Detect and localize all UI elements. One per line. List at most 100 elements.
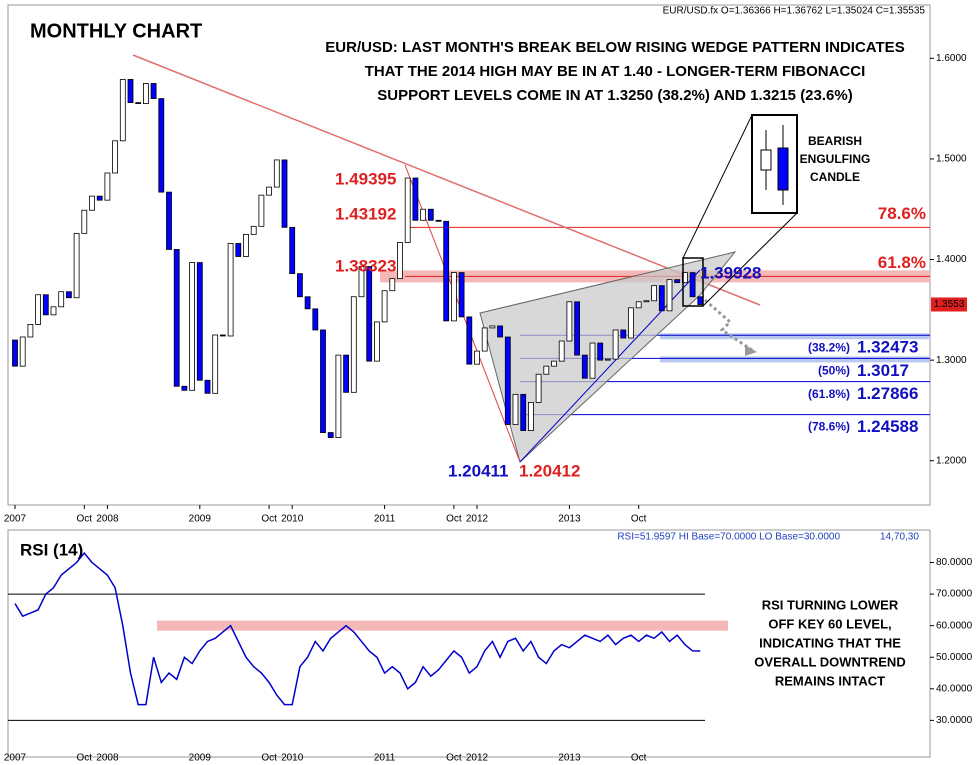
x-tick-label: 2012 xyxy=(466,753,489,764)
fib-pct: (50%) xyxy=(818,364,850,378)
candle xyxy=(697,296,704,305)
candle xyxy=(435,219,442,222)
candle xyxy=(412,177,419,221)
candle xyxy=(19,336,26,367)
callout-text: BEARISH xyxy=(808,134,862,148)
callout-candle xyxy=(760,149,772,171)
zoom-box xyxy=(682,257,704,307)
rsi-header: RSI=51.9597 HI Base=70.0000 LO Base=30.0… xyxy=(617,532,840,543)
candle xyxy=(181,385,188,391)
candle xyxy=(219,334,226,337)
level-label: 1.38323 xyxy=(335,256,396,275)
candle xyxy=(96,195,103,201)
candle xyxy=(343,354,350,393)
candle xyxy=(258,194,265,227)
x-tick-label: Oct xyxy=(77,514,93,525)
candle xyxy=(35,294,41,325)
downtrend-line xyxy=(132,54,761,306)
x-tick-label: 2011 xyxy=(374,514,396,525)
rsi-note: REMAINS INTACT xyxy=(775,673,885,688)
rsi-note: INDICATING THAT THE xyxy=(759,635,901,650)
candle xyxy=(497,325,504,338)
candle xyxy=(404,177,411,243)
x-tick-label: Oct xyxy=(446,753,462,764)
retracement-label: 61.8% xyxy=(878,253,926,272)
candle xyxy=(158,98,165,193)
x-tick-label: 2009 xyxy=(189,514,212,525)
candle xyxy=(304,296,311,310)
candle xyxy=(235,243,242,257)
candle xyxy=(296,273,303,298)
candle xyxy=(450,272,457,322)
x-tick-label: Oct xyxy=(77,753,93,764)
candle xyxy=(658,285,665,312)
candle xyxy=(466,316,473,365)
candle xyxy=(135,102,142,104)
candle xyxy=(443,220,450,322)
candle xyxy=(551,360,557,367)
subtitle: EUR/USD: LAST MONTH'S BREAK BELOW RISING… xyxy=(325,39,904,56)
x-tick-label: 2009 xyxy=(189,753,212,764)
rsi-note: RSI TURNING LOWER xyxy=(762,597,899,612)
y-tick-label: 70.0000 xyxy=(936,589,973,600)
candle xyxy=(674,279,681,284)
zoom-line xyxy=(702,212,798,307)
swing-low-label: 1.20411 xyxy=(448,461,509,480)
candle xyxy=(566,301,573,342)
candle xyxy=(350,296,357,393)
candle xyxy=(250,225,257,235)
candle xyxy=(81,209,88,234)
x-tick-label: 2012 xyxy=(466,514,489,525)
fib-price: 1.24588 xyxy=(857,417,918,436)
candle xyxy=(266,186,273,196)
candle xyxy=(574,301,580,356)
candle xyxy=(666,279,673,312)
rsi-params: 14,70,30 xyxy=(880,532,919,543)
rsi-note: OFF KEY 60 LEVEL, xyxy=(768,616,891,631)
projection-arrow xyxy=(704,298,753,352)
x-tick-label: 2010 xyxy=(281,514,304,525)
candle xyxy=(481,327,488,352)
y-tick-label: 80.0000 xyxy=(936,557,973,568)
candle xyxy=(620,329,627,339)
chart-title: MONTHLY CHART xyxy=(30,20,202,42)
price-panel xyxy=(7,4,931,506)
x-tick-label: 2007 xyxy=(4,753,27,764)
fib-price: 1.3017 xyxy=(857,361,909,380)
level-label: 1.49395 xyxy=(335,169,396,188)
candle xyxy=(150,83,157,99)
y-tick-label: 30.0000 xyxy=(936,715,973,726)
x-tick-label: 2008 xyxy=(96,753,119,764)
candle xyxy=(543,365,550,375)
candle xyxy=(605,358,611,361)
rsi-line xyxy=(14,551,701,706)
candle xyxy=(420,208,427,221)
candle xyxy=(373,321,380,362)
y-tick-label: 1.2000 xyxy=(936,455,967,466)
last-price-tag xyxy=(931,297,967,312)
rsi-title: RSI (14) xyxy=(20,540,83,559)
candle xyxy=(520,393,527,431)
level-label: 1.43192 xyxy=(335,204,396,223)
candle xyxy=(196,262,203,381)
x-tick-label: 2007 xyxy=(4,514,27,525)
candle xyxy=(166,191,172,250)
candle xyxy=(474,350,480,365)
candle xyxy=(227,243,234,337)
subtitle: THAT THE 2014 HIGH MAY BE IN AT 1.40 - L… xyxy=(365,63,866,80)
candle xyxy=(204,379,211,394)
callout-text: CANDLE xyxy=(810,170,860,184)
y-tick-label: 40.0000 xyxy=(936,683,973,694)
rsi-note: OVERALL DOWNTREND xyxy=(754,654,905,669)
candle xyxy=(273,159,280,188)
candle xyxy=(189,262,196,391)
candle xyxy=(389,278,396,292)
price-header: EUR/USD.fx O=1.36366 H=1.36762 L=1.35024… xyxy=(663,6,926,17)
fib-pct: (78.6%) xyxy=(808,420,850,434)
fib-price: 1.32473 xyxy=(857,338,918,357)
rsi-panel xyxy=(7,529,931,758)
candle xyxy=(528,401,534,431)
candle xyxy=(397,242,403,280)
candle xyxy=(27,324,34,338)
fib-band xyxy=(660,356,930,363)
